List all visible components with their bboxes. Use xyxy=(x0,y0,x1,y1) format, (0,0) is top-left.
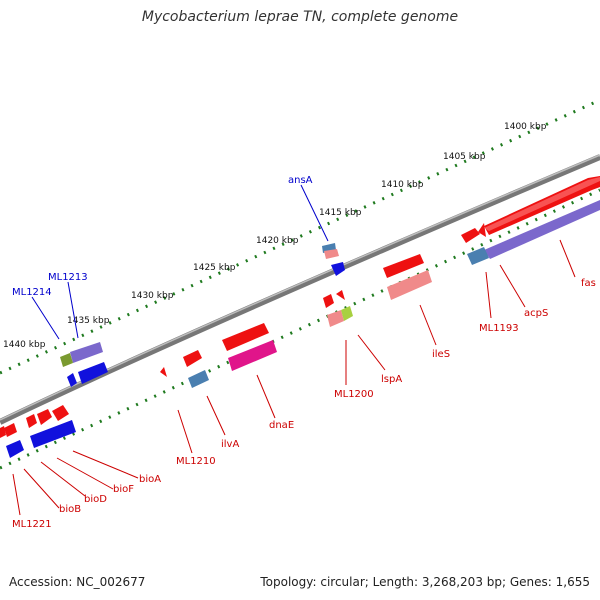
ml1214-reverse-feature xyxy=(67,373,77,387)
ml1221-reverse-feature xyxy=(6,440,24,458)
ruler-label-1405: 1405 kbp xyxy=(443,152,486,162)
ml1213-feature xyxy=(70,342,103,363)
inner-ruler xyxy=(0,188,600,470)
ml1221-feature xyxy=(0,426,6,438)
bio-reverse-feature xyxy=(30,420,76,448)
forward-features xyxy=(0,176,600,438)
ruler-labels: 1400 kbp 1405 kbp 1410 kbp 1415 kbp 1420… xyxy=(3,122,547,350)
genome-backbone xyxy=(0,154,600,425)
gene-label-ml1213: ML1213 xyxy=(48,272,88,283)
reverse-features xyxy=(6,200,600,458)
gene-label-ilva: ilvA xyxy=(221,439,239,450)
gene-label-ansa: ansA xyxy=(288,175,313,186)
gene-label-acps: acpS xyxy=(524,308,548,319)
ilva-reverse-feature xyxy=(188,370,209,388)
bioa-feature xyxy=(52,405,69,421)
inner-ruler-ticks xyxy=(0,188,600,470)
accession-text: Accession: NC_002677 xyxy=(9,575,146,589)
lspa-feature xyxy=(336,290,345,300)
ruler-label-1410: 1410 kbp xyxy=(381,180,424,190)
gene-label-fas: fas xyxy=(581,278,596,289)
dnae-reverse-feature xyxy=(228,340,277,371)
iles-reverse-feature xyxy=(387,270,432,300)
gene-label-ml1221: ML1221 xyxy=(12,519,52,530)
biod-feature xyxy=(26,414,37,428)
gene-label-iles: ileS xyxy=(432,349,450,360)
gene-label-biob: bioB xyxy=(59,504,81,515)
ml1210-feature xyxy=(183,350,202,367)
ruler-label-1400: 1400 kbp xyxy=(504,122,547,132)
ml1214-feature xyxy=(60,353,73,367)
dnae-feature xyxy=(222,323,269,351)
gene-label-ml1210: ML1210 xyxy=(176,456,216,467)
gene-labels: ansA ML1213 ML1214 fas acpS ML1193 ileS … xyxy=(12,175,596,530)
gene-label-biof: bioF xyxy=(113,484,134,495)
gene-label-ml1214: ML1214 xyxy=(12,287,52,298)
gene-label-dnae: dnaE xyxy=(269,420,294,431)
ansa-feature-2 xyxy=(324,249,339,259)
ruler-label-1415: 1415 kbp xyxy=(319,208,362,218)
gene-label-bioa: bioA xyxy=(139,474,161,485)
ml1200-feature xyxy=(323,294,334,308)
biof-feature xyxy=(37,409,52,425)
ruler-label-1420: 1420 kbp xyxy=(256,236,299,246)
ruler-label-1440: 1440 kbp xyxy=(3,340,46,350)
ruler-label-1435: 1435 kbp xyxy=(67,316,110,326)
genome-summary-text: Topology: circular; Length: 3,268,203 bp… xyxy=(260,575,590,589)
ansa-reverse-feature xyxy=(331,262,345,276)
ruler-label-1425: 1425 kbp xyxy=(193,263,236,273)
gene-label-ml1200: ML1200 xyxy=(334,389,374,400)
fas-reverse-feature xyxy=(484,200,600,259)
ml1210-reverse-feature xyxy=(160,367,167,377)
gene-label-ml1193: ML1193 xyxy=(479,323,519,334)
label-leaders xyxy=(12,184,576,516)
iles-feature xyxy=(383,254,424,278)
ml1200-reverse-feature xyxy=(341,306,353,321)
gene-label-biod: bioD xyxy=(84,494,107,505)
ml1193-feature xyxy=(461,228,480,243)
map-title: Mycobacterium leprae TN, complete genome xyxy=(141,9,459,25)
lspa-reverse-feature xyxy=(327,310,344,327)
biob-feature xyxy=(4,423,17,437)
ml1193-reverse-feature xyxy=(467,247,489,265)
gene-label-lspa: lspA xyxy=(381,374,402,385)
ruler-label-1430: 1430 kbp xyxy=(131,291,174,301)
ml1213-reverse-feature xyxy=(78,362,108,384)
acps-feature xyxy=(478,223,486,237)
